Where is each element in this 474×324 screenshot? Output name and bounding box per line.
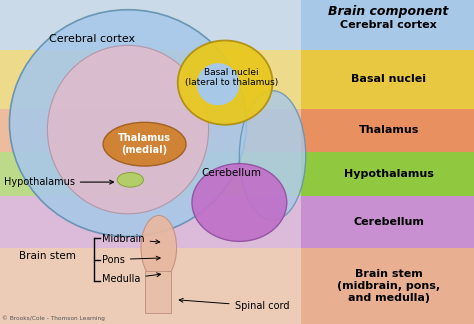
Text: Basal nuclei
(lateral to thalamus): Basal nuclei (lateral to thalamus) — [185, 68, 278, 87]
Bar — [301, 248, 474, 324]
Ellipse shape — [9, 10, 246, 237]
Bar — [0, 109, 301, 152]
Bar — [301, 50, 474, 109]
Ellipse shape — [192, 164, 287, 241]
Text: Thalamus
(medial): Thalamus (medial) — [118, 133, 171, 155]
Bar — [0, 50, 301, 109]
Bar — [0, 196, 301, 248]
Text: Hypothalamus: Hypothalamus — [344, 169, 434, 179]
Text: Spinal cord: Spinal cord — [179, 298, 289, 311]
Ellipse shape — [197, 63, 239, 105]
Text: Cerebellum: Cerebellum — [201, 168, 261, 178]
Text: Pons: Pons — [102, 255, 160, 264]
Bar — [301, 109, 474, 152]
Bar — [301, 152, 474, 196]
Text: Thalamus: Thalamus — [358, 125, 419, 135]
Text: Hypothalamus: Hypothalamus — [4, 177, 114, 187]
Text: Medulla: Medulla — [102, 273, 161, 284]
Text: Cerebellum: Cerebellum — [353, 217, 424, 227]
Bar — [301, 196, 474, 248]
Ellipse shape — [141, 215, 176, 280]
Ellipse shape — [178, 40, 273, 125]
Bar — [0, 152, 301, 196]
Text: © Brooks/Cole - Thomson Learning: © Brooks/Cole - Thomson Learning — [2, 316, 105, 321]
Text: Midbrain: Midbrain — [102, 234, 160, 244]
Text: Cerebral cortex: Cerebral cortex — [49, 34, 136, 44]
Ellipse shape — [103, 122, 186, 166]
Ellipse shape — [118, 172, 143, 187]
Bar — [301, 0, 474, 50]
Text: Basal nuclei: Basal nuclei — [351, 75, 426, 84]
Text: Brain stem
(midbrain, pons,
and medulla): Brain stem (midbrain, pons, and medulla) — [337, 269, 440, 303]
Ellipse shape — [47, 45, 209, 214]
Bar — [0, 248, 301, 324]
Text: Cerebral cortex: Cerebral cortex — [340, 20, 437, 30]
Ellipse shape — [239, 91, 306, 220]
Bar — [0, 0, 301, 50]
Text: Brain component: Brain component — [328, 5, 449, 18]
Text: Brain stem: Brain stem — [19, 251, 76, 261]
Bar — [145, 271, 171, 313]
